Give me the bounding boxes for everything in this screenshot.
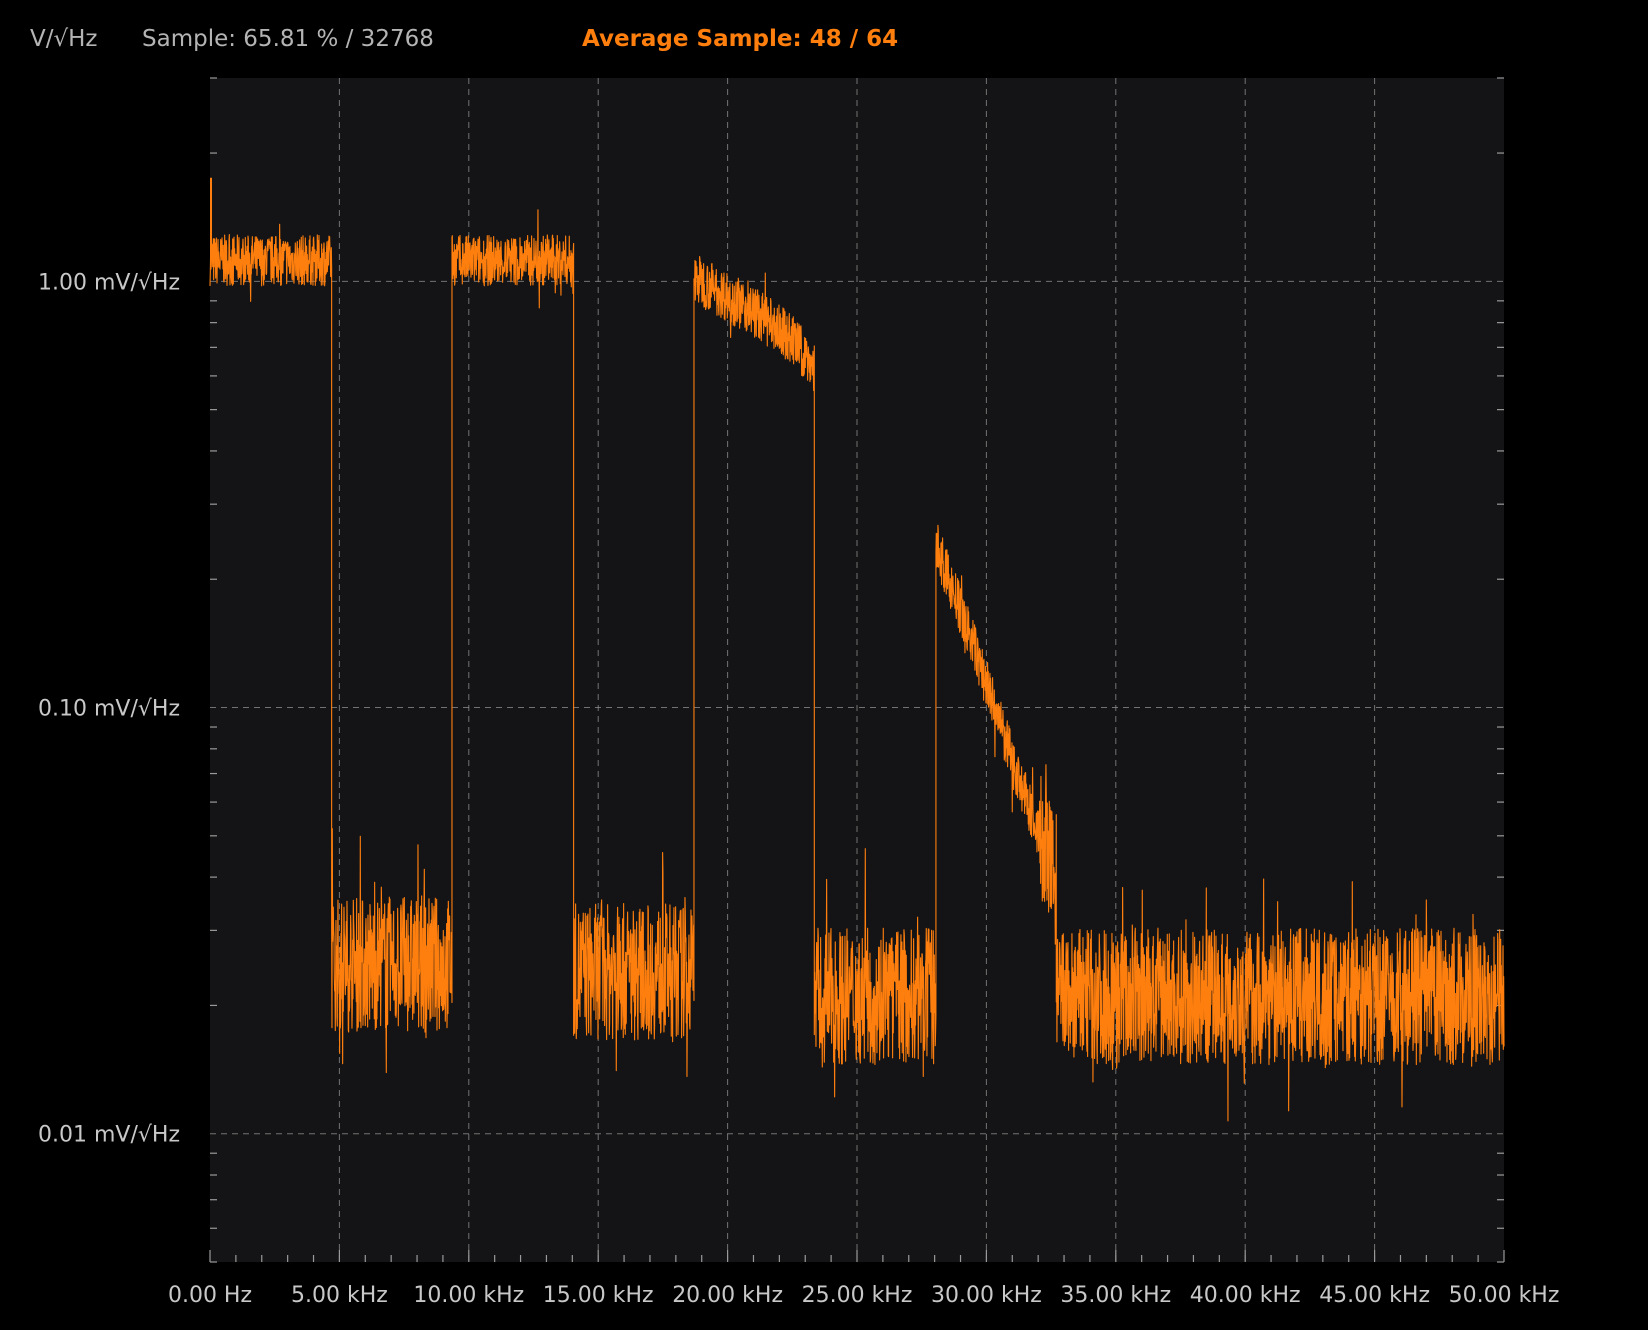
y-unit-label: V/√Hz	[30, 26, 98, 52]
x-tick-label: 25.00 kHz	[802, 1283, 913, 1308]
grid-layer	[210, 78, 1504, 1262]
x-tick-label: 35.00 kHz	[1060, 1283, 1171, 1308]
x-tick-label: 30.00 kHz	[931, 1283, 1042, 1308]
minor-tick-layer	[209, 77, 1505, 1263]
sample-status: Sample: 65.81 % / 32768	[142, 26, 434, 52]
y-tick-label: 1.00 mV/√Hz	[38, 270, 180, 295]
trace-layer	[209, 177, 1505, 1122]
x-tick-label: 50.00 kHz	[1449, 1283, 1560, 1308]
x-tick-label: 0.00 Hz	[168, 1283, 252, 1308]
average-sample-status: Average Sample: 48 / 64	[582, 26, 899, 52]
x-tick-label: 40.00 kHz	[1190, 1283, 1301, 1308]
y-tick-label: 0.01 mV/√Hz	[38, 1123, 180, 1148]
spectrum-trace	[209, 209, 1505, 1122]
x-tick-label: 45.00 kHz	[1319, 1283, 1430, 1308]
x-tick-label: 5.00 kHz	[291, 1283, 388, 1308]
y-tick-label: 0.10 mV/√Hz	[38, 697, 180, 722]
tick-label-layer: 0.00 Hz 5.00 kHz 10.00 kHz 15.00 kHz 20.00 k…	[38, 270, 1559, 1308]
x-tick-label: 15.00 kHz	[543, 1283, 654, 1308]
x-tick-label: 10.00 kHz	[413, 1283, 524, 1308]
x-tick-label: 20.00 kHz	[672, 1283, 783, 1308]
